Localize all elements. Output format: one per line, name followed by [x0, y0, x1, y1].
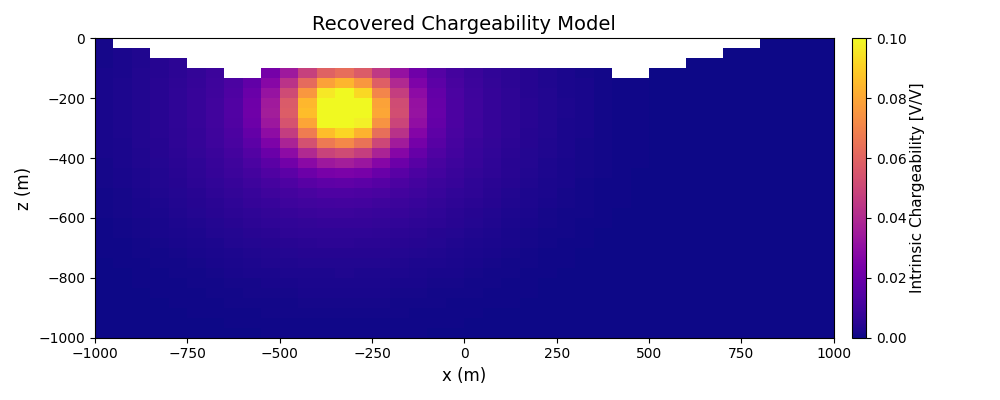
Title: Recovered Chargeability Model: Recovered Chargeability Model — [312, 15, 616, 34]
X-axis label: x (m): x (m) — [442, 367, 486, 385]
Y-axis label: z (m): z (m) — [15, 166, 33, 210]
Y-axis label: Intrinsic Chargeability [V/V]: Intrinsic Chargeability [V/V] — [910, 83, 925, 293]
